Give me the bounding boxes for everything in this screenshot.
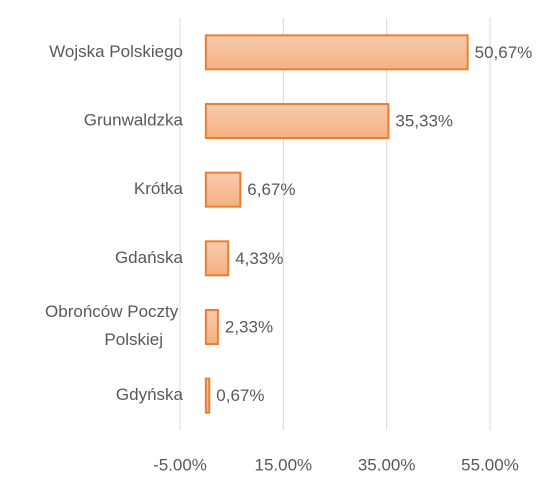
- y-tick-label: Grunwaldzka: [84, 110, 184, 129]
- y-tick-label: Krótka: [134, 179, 184, 198]
- data-label: 0,67%: [216, 386, 264, 405]
- data-label: 2,33%: [225, 317, 273, 336]
- bar: [204, 309, 219, 345]
- y-tick-label: Wojska Polskiego: [49, 42, 183, 61]
- y-tick-label: Gdańska: [115, 248, 184, 267]
- data-label: 4,33%: [235, 249, 283, 268]
- x-tick-label: 15.00%: [254, 455, 312, 474]
- y-tick-label: Obrońców Poczty Polskiej: [45, 302, 183, 349]
- data-label: 35,33%: [395, 111, 453, 130]
- bar: [204, 103, 390, 139]
- x-tick-label: 55.00%: [461, 455, 519, 474]
- x-tick-label: -5.00%: [153, 455, 207, 474]
- bar: [204, 377, 211, 414]
- y-tick-label: Gdyńska: [116, 385, 184, 404]
- data-label: 6,67%: [247, 180, 295, 199]
- x-tick-label: 35.00%: [358, 455, 416, 474]
- bar: [204, 171, 242, 208]
- data-label: 50,67%: [475, 43, 533, 62]
- bar: [204, 240, 230, 277]
- bar: [204, 34, 469, 71]
